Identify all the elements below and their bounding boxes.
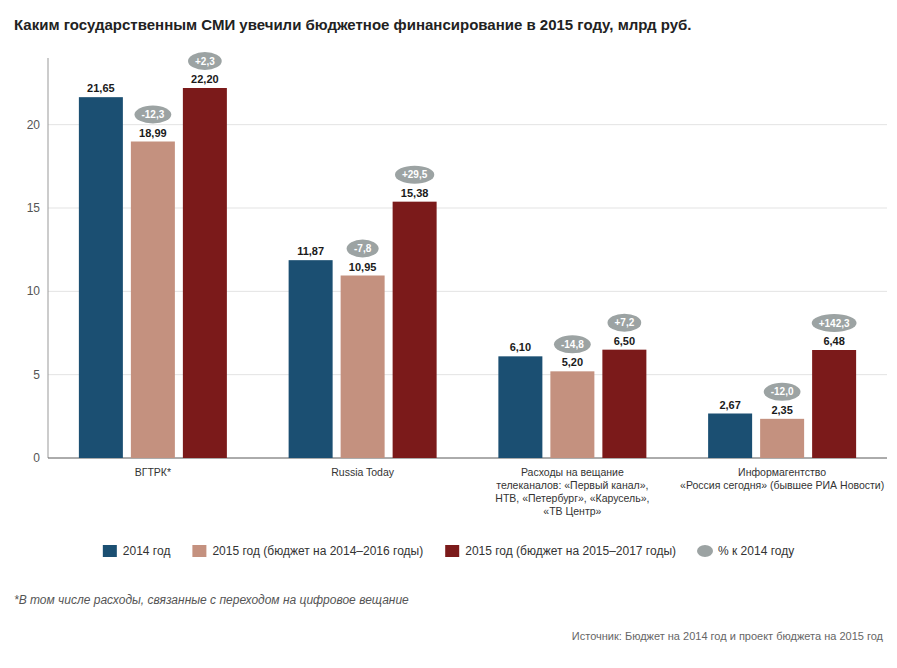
legend-item: 2015 год (бюджет на 2014–2016 годы): [192, 544, 423, 558]
legend-label: 2014 год: [123, 544, 171, 558]
bar: [498, 356, 542, 458]
category-label-line: ВГТРК*: [135, 466, 171, 478]
data-label: 5,20: [562, 356, 583, 368]
grid-line: [48, 124, 887, 125]
data-label: 22,20: [191, 73, 219, 85]
data-label: 10,95: [349, 261, 377, 273]
category-label-line: Информагентство: [738, 466, 826, 478]
data-label: 6,48: [823, 335, 844, 347]
y-tick-label: 5: [33, 368, 40, 382]
category-label-line: телеканалов: «Первый канал»,: [496, 479, 648, 491]
data-label: 2,67: [719, 399, 740, 411]
pct-badge-group: +29,5: [395, 166, 434, 184]
pct-badge: [395, 166, 434, 184]
data-label: 11,87: [297, 245, 324, 257]
legend-swatch: [445, 545, 459, 557]
category-label-line: Russia Today: [331, 466, 395, 478]
category-label-line: Расходы на вещание: [521, 466, 624, 478]
bar: [550, 371, 594, 458]
bar: [602, 350, 646, 458]
bar: [708, 414, 752, 459]
legend-item: % к 2014 году: [697, 544, 794, 558]
source: Источник: Бюджет на 2014 год и проект бю…: [572, 630, 884, 642]
bar: [812, 350, 856, 458]
category-label-line: НТВ, «Петербург», «Карусель»,: [495, 492, 649, 504]
pct-badge: [764, 383, 801, 401]
legend-swatch: [103, 545, 117, 557]
bar: [131, 142, 175, 459]
pct-badge-group: -12,3: [134, 106, 171, 124]
legend-swatch: [192, 545, 206, 557]
bars: [79, 88, 856, 458]
data-label: 18,99: [139, 127, 167, 139]
category-label: Расходы на вещаниетелеканалов: «Первый к…: [495, 466, 649, 517]
y-axis: 0 5 10 15 20: [27, 58, 887, 465]
legend-label: 2015 год (бюджет на 2015–2017 годы): [465, 544, 676, 558]
y-tick-label: 0: [33, 451, 40, 465]
data-label: 21,65: [87, 82, 115, 94]
bar: [341, 276, 385, 459]
pct-label: +29,5: [402, 169, 428, 180]
pct-badge-group: +142,3: [812, 314, 857, 332]
bar: [79, 97, 123, 458]
data-label: 2,35: [771, 404, 792, 416]
category-label: Russia Today: [331, 466, 395, 478]
y-tick-label: 15: [27, 201, 41, 215]
pct-badge-group: -12,0: [764, 383, 801, 401]
pct-badge: [554, 335, 591, 353]
legend-swatch: [697, 545, 713, 557]
pct-label: -12,3: [141, 109, 164, 120]
pct-badge-group: +2,3: [188, 52, 222, 70]
pct-label: +2,3: [195, 56, 215, 67]
data-label: 6,50: [614, 335, 635, 347]
category-label-line: «Россия сегодня» (бывшее РИА Новости): [680, 479, 884, 491]
bar: [183, 88, 227, 458]
category-label: ВГТРК*: [135, 466, 171, 478]
data-label: 6,10: [510, 341, 531, 353]
y-tick-label: 10: [27, 284, 41, 298]
data-label: 15,38: [401, 187, 429, 199]
pct-label: -14,8: [561, 339, 584, 350]
title: Каким государственным СМИ увечили бюджет…: [14, 16, 691, 33]
pct-badge: [347, 240, 379, 258]
pct-label: +142,3: [819, 318, 850, 329]
bar: [393, 202, 437, 458]
pct-badge: [608, 314, 642, 332]
pct-badge: [812, 314, 857, 332]
legend-label: 2015 год (бюджет на 2014–2016 годы): [212, 544, 423, 558]
category-label-line: «ТВ Центр»: [543, 505, 601, 517]
pct-label: -7,8: [354, 243, 372, 254]
pct-badge: [134, 106, 171, 124]
bar: [289, 260, 333, 458]
pct-badge: [188, 52, 222, 70]
footnote: *В том числе расходы, связанные с перехо…: [14, 593, 409, 607]
chart: Каким государственным СМИ увечили бюджет…: [0, 0, 897, 668]
category-label: Информагентство«Россия сегодня» (бывшее …: [680, 466, 884, 491]
pct-label: +7,2: [615, 317, 635, 328]
pct-badge-group: -7,8: [347, 240, 379, 258]
legend-item: 2015 год (бюджет на 2015–2017 годы): [445, 544, 676, 558]
legend-item: 2014 год: [103, 544, 171, 558]
pct-badge-group: -14,8: [554, 335, 591, 353]
labels: 21,65 18,99 -12,3 22,20 +2,3 11,87 10,95 -7,8 15…: [87, 52, 856, 416]
pct-label: -12,0: [771, 386, 794, 397]
pct-badge-group: +7,2: [608, 314, 642, 332]
legend: 2014 год 2015 год (бюджет на 2014–2016 го…: [103, 544, 794, 558]
y-tick-label: 20: [27, 118, 41, 132]
legend-label: % к 2014 году: [718, 544, 794, 558]
bar: [760, 419, 804, 458]
y-axis-line: [48, 58, 49, 458]
